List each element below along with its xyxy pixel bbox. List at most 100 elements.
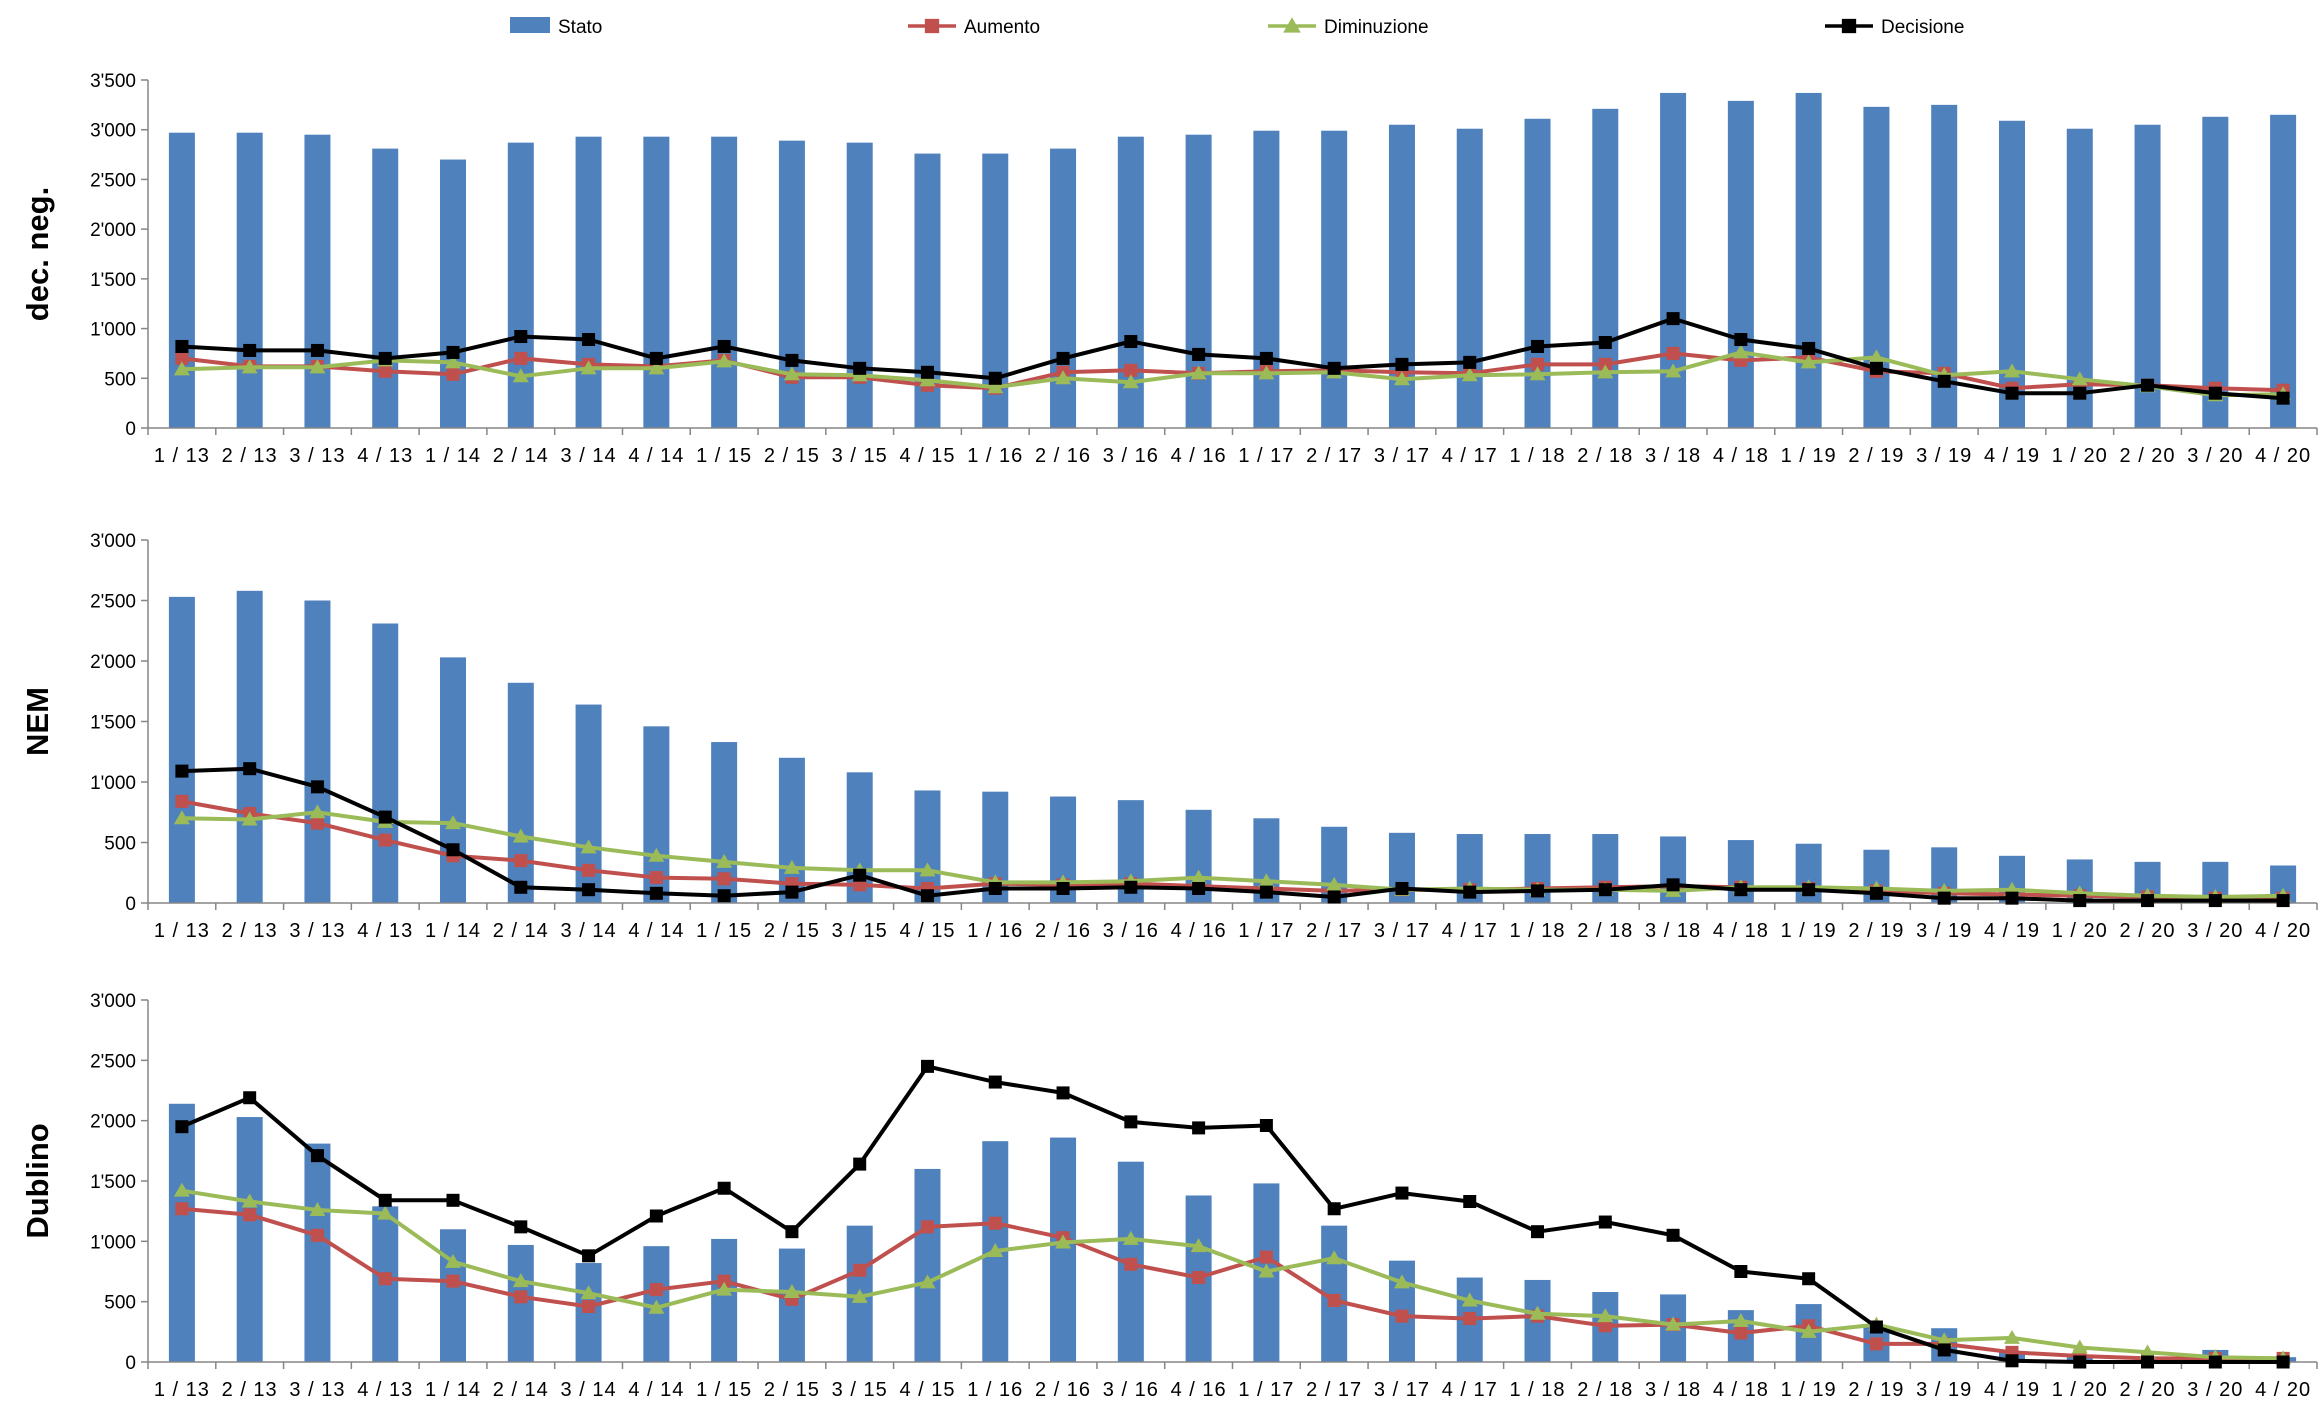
marker-diminuzione: [512, 1273, 529, 1288]
marker-diminuzione: [919, 862, 936, 877]
marker-aumento: [1869, 1337, 1883, 1351]
marker-decisione: [1395, 881, 1409, 895]
bar-stato: [304, 134, 331, 428]
marker-diminuzione: [919, 372, 936, 387]
legend-label: Aumento: [964, 17, 1040, 38]
marker-aumento: [920, 1220, 934, 1234]
marker-diminuzione: [2139, 1344, 2156, 1359]
marker-decisione: [2141, 894, 2155, 908]
x-tick-label: 3 / 19: [1916, 920, 1972, 942]
marker-diminuzione: [580, 360, 597, 375]
y-tick-label: 2'500: [90, 170, 136, 191]
marker-decisione: [1937, 374, 1951, 388]
x-tick-label: 1 / 13: [154, 445, 210, 467]
x-tick-label: 1 / 15: [696, 920, 752, 942]
marker-decisione: [1327, 1202, 1341, 1216]
x-tick-label: 2 / 17: [1306, 445, 1362, 467]
marker-diminuzione: [1258, 1263, 1275, 1278]
line-decisione: [181, 1064, 2284, 1364]
marker-diminuzione: [783, 859, 800, 874]
series-diminuzione: [173, 1182, 2292, 1365]
marker-diminuzione: [377, 1205, 394, 1220]
x-tick-label: 1 / 20: [2052, 920, 2108, 942]
bar-stato: [2270, 114, 2297, 429]
marker-decisione: [378, 810, 392, 824]
x-tick-label: 2 / 15: [764, 1379, 820, 1401]
y-tick-label: 1'000: [90, 773, 136, 794]
x-tick-label: 4 / 16: [1171, 1379, 1227, 1401]
marker-diminuzione: [716, 1281, 733, 1296]
series-aumento: [175, 794, 2290, 905]
x-tick-label: 2 / 15: [764, 445, 820, 467]
bar-stato: [1524, 118, 1551, 428]
bar-stato: [2202, 116, 2229, 428]
series-decisione: [175, 312, 2290, 405]
marker-decisione: [582, 333, 596, 347]
marker-diminuzione: [1597, 1308, 1614, 1323]
x-tick-label: 2 / 14: [493, 1379, 549, 1401]
marker-aumento: [310, 1228, 324, 1242]
x-tick-label: 3 / 16: [1103, 920, 1159, 942]
x-tick-label: 3 / 17: [1374, 445, 1430, 467]
legend-item-diminuzione: Diminuzione: [1268, 17, 1429, 38]
marker-aumento: [378, 364, 392, 378]
bar-stato: [575, 136, 602, 428]
marker-decisione: [853, 868, 867, 882]
marker-decisione: [1666, 312, 1680, 326]
marker-diminuzione: [173, 810, 190, 825]
marker-aumento: [582, 863, 596, 877]
x-tick-label: 3 / 19: [1916, 445, 1972, 467]
marker-diminuzione: [173, 1182, 190, 1197]
y-tick-label: 3'500: [90, 71, 136, 92]
marker-decisione: [1937, 1343, 1951, 1357]
marker-decisione: [243, 762, 257, 776]
x-tick-label: 3 / 13: [289, 920, 345, 942]
marker-decisione: [1734, 1265, 1748, 1278]
marker-diminuzione: [716, 353, 733, 368]
x-tick-label: 3 / 16: [1103, 445, 1159, 467]
marker-decisione: [2208, 386, 2222, 400]
marker-decisione: [1869, 886, 1883, 900]
x-tick-label: 1 / 14: [425, 920, 481, 942]
legend-label: Decisione: [1881, 17, 1964, 38]
marker-diminuzione: [241, 811, 258, 826]
x-tick-label: 1 / 18: [1509, 920, 1565, 942]
chart-panels: dec. neg. 0 500 1'000 1'500 2'000 2'500 3'000 3'…: [20, 71, 2318, 1401]
y-tick-label: 1'000: [90, 1232, 136, 1253]
marker-decisione: [1327, 890, 1341, 904]
marker-decisione: [1463, 1195, 1477, 1209]
x-tick-label: 4 / 13: [357, 1379, 413, 1401]
x-tick-label: 1 / 13: [154, 920, 210, 942]
bar-stato: [372, 148, 399, 428]
marker-decisione: [2276, 391, 2290, 405]
bar-stato: [711, 136, 738, 428]
marker-decisione: [310, 343, 324, 357]
bar-stato: [1456, 128, 1483, 428]
x-tick-label: 4 / 13: [357, 445, 413, 467]
marker-decisione: [2141, 1355, 2155, 1369]
marker-diminuzione: [309, 804, 326, 819]
marker-decisione: [1395, 1186, 1409, 1200]
x-tick-label: 2 / 13: [222, 920, 278, 942]
marker-decisione: [2005, 891, 2019, 905]
x-tick-label: 2 / 17: [1306, 1379, 1362, 1401]
marker-aumento: [1192, 1271, 1206, 1285]
marker-aumento: [514, 854, 528, 868]
x-tick-label: 4 / 16: [1171, 920, 1227, 942]
bar-stato: [236, 590, 263, 903]
marker-diminuzione: [309, 1201, 326, 1216]
x-tick-label: 2 / 17: [1306, 920, 1362, 942]
bar-stato: [778, 140, 805, 428]
marker-decisione: [2073, 386, 2087, 400]
x-tick-label: 2 / 13: [222, 1379, 278, 1401]
legend-label: Stato: [558, 17, 602, 38]
marker-diminuzione: [1190, 365, 1207, 380]
y-tick-label: 1'500: [90, 713, 136, 734]
x-tick-label: 1 / 17: [1238, 920, 1294, 942]
marker-decisione: [2208, 1355, 2222, 1369]
marker-aumento: [1395, 1309, 1409, 1323]
x-tick-label: 2 / 20: [2120, 920, 2176, 942]
x-tick-label: 4 / 19: [1984, 445, 2040, 467]
marker-aumento: [853, 1263, 867, 1277]
marker-diminuzione: [445, 354, 462, 369]
